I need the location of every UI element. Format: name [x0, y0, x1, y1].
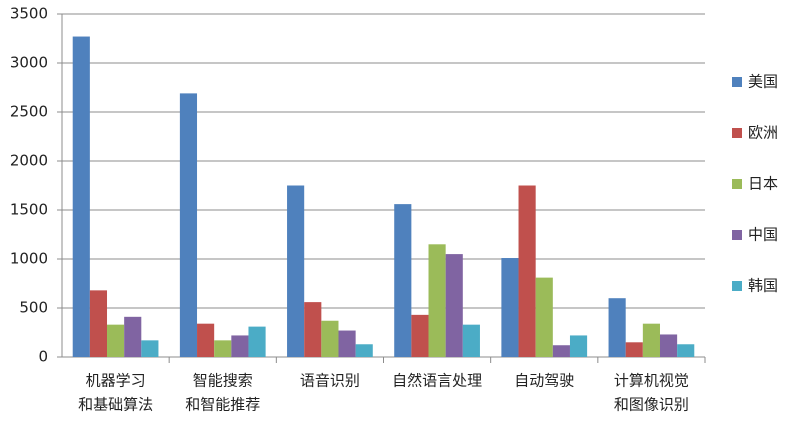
legend-swatch [732, 128, 742, 138]
bar [677, 344, 695, 357]
bar [248, 326, 266, 357]
bar [642, 323, 660, 357]
bar [535, 277, 553, 357]
bar [501, 258, 519, 357]
bar [411, 314, 429, 357]
x-tick-label: 和智能推荐 [185, 396, 260, 414]
legend-label: 美国 [748, 73, 778, 91]
y-tick-label: 3000 [10, 54, 48, 72]
y-tick-label: 0 [38, 348, 48, 366]
y-tick-label: 500 [19, 299, 48, 317]
bar [321, 320, 339, 357]
bar [625, 342, 643, 357]
bar [179, 93, 198, 357]
y-tick-label: 3500 [10, 5, 48, 23]
bar [394, 204, 412, 357]
legend-swatch [732, 230, 742, 240]
bar [287, 185, 305, 357]
y-tick-label: 1000 [10, 250, 48, 268]
bar [231, 335, 249, 357]
bar [304, 302, 322, 357]
x-tick-label: 自然语言处理 [392, 372, 482, 390]
bar [462, 324, 480, 357]
bar [355, 344, 373, 357]
x-tick-label: 和基础算法 [78, 396, 153, 414]
x-tick-label: 机器学习 [86, 372, 146, 390]
bar [445, 254, 463, 357]
legend-label: 韩国 [748, 277, 778, 295]
bar [428, 244, 446, 357]
bar [141, 340, 159, 357]
bar [214, 340, 232, 357]
legend-label: 欧洲 [748, 124, 778, 142]
bar [659, 334, 678, 357]
bar [197, 323, 215, 357]
x-tick-label: 语音识别 [300, 372, 360, 390]
bar [72, 36, 90, 357]
legend-label: 中国 [748, 226, 778, 244]
y-tick-label: 1500 [10, 201, 48, 219]
bar [107, 324, 125, 357]
bar [518, 185, 536, 357]
y-tick-label: 2500 [10, 103, 48, 121]
x-tick-label: 计算机视觉 [614, 372, 689, 390]
bar [608, 298, 626, 357]
x-tick-label: 智能搜索 [193, 372, 253, 390]
bar [552, 345, 570, 357]
legend-swatch [732, 281, 742, 291]
x-tick-label: 和图像识别 [614, 396, 689, 414]
bar [569, 335, 588, 357]
legend-label: 日本 [748, 175, 778, 193]
legend-swatch [732, 77, 742, 87]
y-tick-label: 2000 [10, 152, 48, 170]
bar [89, 290, 108, 357]
legend-swatch [732, 179, 742, 189]
bar [124, 316, 142, 357]
x-tick-label: 自动驾驶 [514, 372, 574, 390]
bar [338, 330, 356, 357]
